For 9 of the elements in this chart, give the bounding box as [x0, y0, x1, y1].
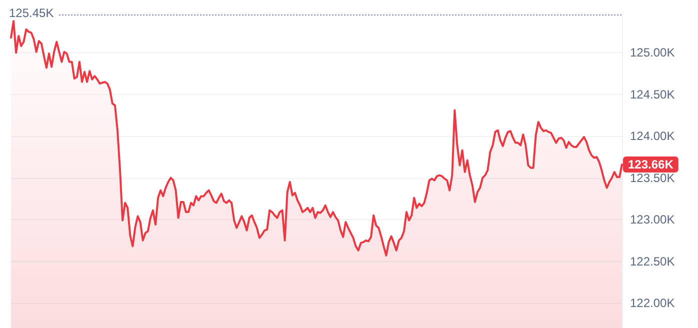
y-tick-label: 123.50K	[630, 170, 675, 185]
y-tick-label: 124.00K	[630, 129, 675, 144]
y-tick-label: 122.00K	[630, 296, 675, 310]
text: 123.66K	[628, 157, 674, 172]
ref-line-label: 125.45K	[9, 6, 54, 20]
y-tick-label: 122.50K	[630, 254, 675, 268]
y-tick-label: 123.00K	[630, 212, 675, 227]
y-tick-label: 125.00K	[630, 46, 675, 60]
y-tick-label: 124.50K	[630, 87, 675, 102]
